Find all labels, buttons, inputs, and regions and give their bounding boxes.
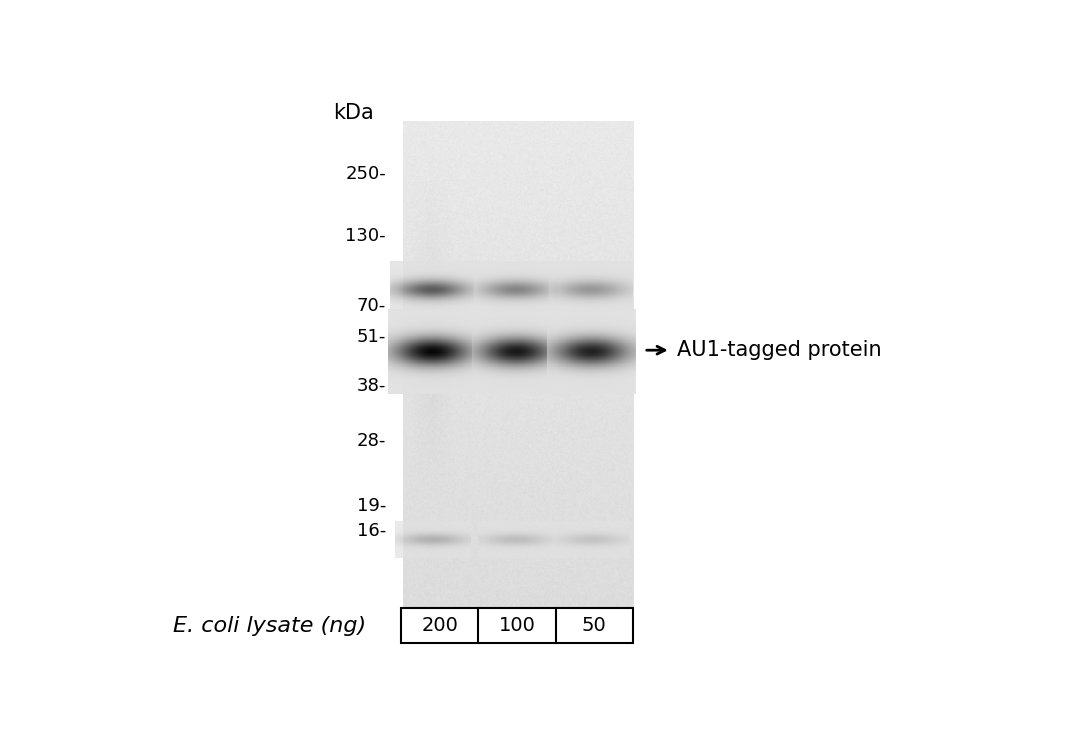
- Text: 19-: 19-: [356, 496, 387, 515]
- Text: 38-: 38-: [356, 377, 387, 395]
- Text: 70-: 70-: [356, 297, 387, 316]
- Text: 16-: 16-: [356, 522, 387, 540]
- Text: E. coli lysate (ng): E. coli lysate (ng): [173, 616, 366, 636]
- Text: AU1-tagged protein: AU1-tagged protein: [676, 340, 881, 360]
- Text: kDa: kDa: [333, 103, 374, 122]
- Bar: [401, 609, 633, 643]
- Text: 250-: 250-: [346, 165, 387, 184]
- Text: 200: 200: [421, 616, 458, 635]
- Text: 100: 100: [499, 616, 536, 635]
- Text: 28-: 28-: [356, 432, 387, 450]
- Text: 50: 50: [582, 616, 607, 635]
- Text: 51-: 51-: [356, 328, 387, 346]
- Text: 130-: 130-: [346, 227, 387, 245]
